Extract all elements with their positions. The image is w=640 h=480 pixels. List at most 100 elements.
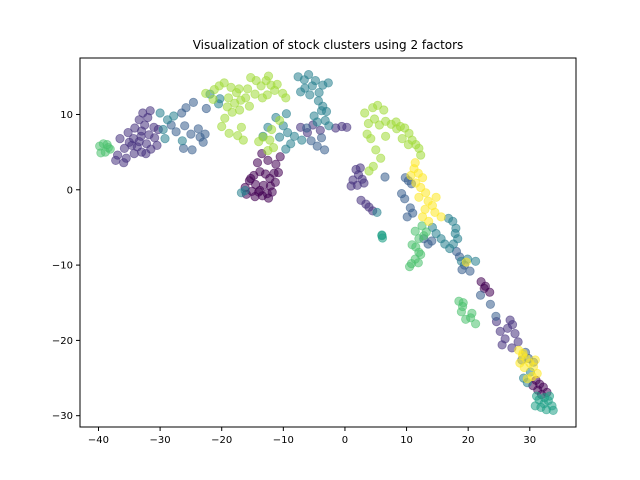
data-point-c4 (548, 405, 558, 415)
data-point-c1 (495, 326, 505, 336)
data-point-c5 (413, 258, 423, 268)
data-point-c1 (510, 328, 520, 339)
y-tick-label: 10 (60, 110, 73, 121)
data-point-c7 (515, 358, 525, 368)
data-point-c2 (491, 311, 501, 321)
data-point-c3 (297, 135, 307, 145)
data-point-c2 (316, 133, 327, 143)
data-point-c5 (414, 247, 424, 257)
data-point-c4 (377, 231, 387, 241)
data-point-c6 (364, 166, 374, 176)
data-point-c6 (380, 131, 391, 141)
data-point-c6 (266, 124, 277, 135)
data-point-c5 (467, 308, 477, 318)
data-point-c7 (424, 216, 434, 226)
y-tick-label: −20 (52, 336, 73, 347)
data-point-c0 (267, 187, 277, 197)
data-point-c6 (208, 94, 218, 105)
data-point-c1 (123, 128, 133, 138)
data-point-c7 (417, 212, 428, 222)
data-point-c5 (421, 227, 431, 237)
data-point-c3 (314, 88, 324, 98)
data-point-c4 (530, 401, 540, 411)
y-tick-label: −30 (52, 411, 73, 422)
data-point-c3 (316, 106, 327, 116)
data-point-c7 (414, 192, 424, 202)
data-point-c5 (96, 148, 106, 158)
data-point-c5 (410, 226, 420, 236)
data-point-c7 (410, 158, 420, 168)
y-axis: −30 −20 −10 0 10 (52, 110, 80, 422)
data-point-c1 (115, 134, 125, 144)
data-point-c5 (102, 140, 112, 150)
data-point-c6 (235, 105, 245, 115)
data-point-c2 (380, 172, 390, 182)
data-point-c6 (224, 128, 234, 138)
data-point-c6 (360, 108, 370, 118)
data-point-c2 (319, 145, 330, 155)
data-point-c1 (111, 155, 121, 165)
data-point-c6 (257, 93, 267, 103)
data-point-c6 (379, 105, 389, 115)
y-tick-label: −10 (52, 261, 73, 272)
data-point-c6 (372, 100, 383, 111)
data-point-c2 (457, 264, 467, 275)
data-point-c1 (359, 178, 369, 188)
data-point-c6 (263, 146, 273, 156)
plot-frame (79, 57, 577, 428)
data-point-c2 (201, 103, 211, 114)
data-point-c2 (187, 145, 197, 155)
data-point-c3 (372, 207, 382, 217)
data-point-c6 (238, 135, 248, 145)
data-point-c7 (406, 170, 416, 181)
data-point-c6 (397, 134, 407, 144)
data-point-c4 (539, 392, 550, 403)
data-point-c7 (431, 192, 441, 202)
data-point-c2 (306, 136, 316, 146)
data-point-c6 (243, 84, 253, 94)
data-point-c7 (522, 374, 532, 384)
data-point-c6 (416, 150, 426, 160)
data-point-c2 (312, 141, 322, 151)
data-point-c5 (458, 298, 468, 308)
data-point-c7 (461, 257, 471, 267)
data-point-c1 (342, 122, 352, 132)
x-tick-label: 30 (523, 435, 536, 446)
data-point-c1 (124, 137, 134, 147)
data-point-c6 (403, 140, 413, 150)
data-point-c7 (417, 173, 428, 183)
data-point-c6 (201, 88, 211, 99)
data-point-c5 (407, 240, 417, 250)
data-point-c2 (465, 266, 475, 276)
data-point-c6 (250, 89, 260, 99)
data-point-c0 (246, 173, 256, 184)
data-point-c1 (119, 158, 129, 168)
data-point-c6 (369, 114, 380, 124)
points-layer (95, 70, 558, 415)
x-axis: −40 −30 −20 −10 0 10 20 30 (88, 427, 536, 446)
data-point-c6 (363, 118, 373, 129)
data-point-c1 (497, 340, 507, 350)
x-tick-label: 20 (462, 435, 475, 446)
data-point-c3 (324, 121, 334, 131)
data-point-c2 (178, 143, 189, 153)
data-point-c3 (155, 108, 165, 118)
chart-title: Visualization of stock clusters using 2 … (193, 38, 464, 52)
data-point-c1 (132, 142, 142, 152)
data-point-c6 (272, 79, 282, 90)
data-point-c5 (456, 307, 466, 317)
x-tick-label: −10 (273, 435, 294, 446)
x-tick-label: −30 (150, 435, 171, 446)
data-point-c3 (281, 144, 291, 154)
data-point-c6 (263, 71, 274, 81)
data-point-c2 (400, 194, 410, 204)
data-point-c4 (531, 391, 542, 401)
data-point-c3 (289, 131, 299, 141)
data-point-c3 (158, 124, 168, 135)
data-point-c3 (323, 78, 333, 88)
data-point-c2 (181, 103, 191, 113)
data-point-c2 (198, 137, 208, 147)
data-point-c6 (274, 115, 285, 126)
data-point-c0 (271, 159, 281, 169)
